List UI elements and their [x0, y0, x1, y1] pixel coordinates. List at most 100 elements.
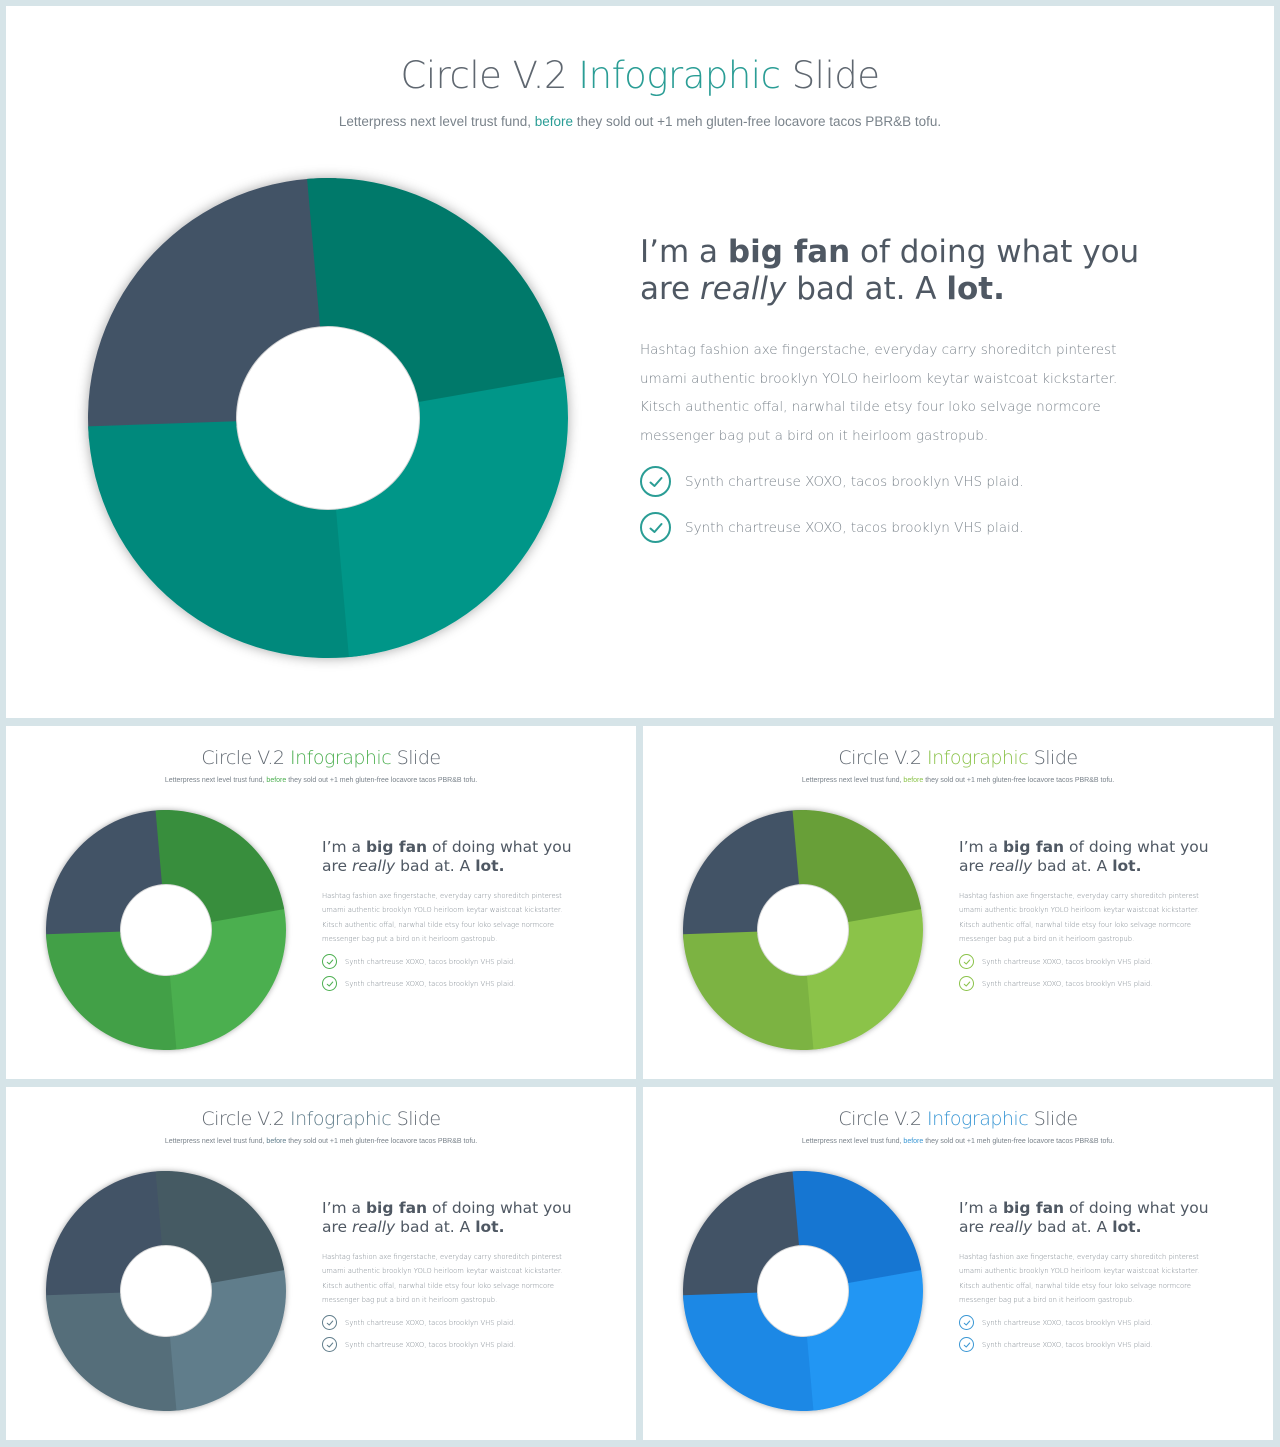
content-heading: I’m a big fan of doing what you are real… — [322, 1199, 592, 1236]
heading-italic-text: really — [352, 1217, 396, 1236]
donut-segment-right — [807, 905, 923, 1050]
check-item-text: Synth chartreuse XOXO, tacos brooklyn VH… — [685, 519, 1024, 536]
content-heading: I’m a big fan of doing what you are real… — [959, 838, 1229, 875]
donut-svg — [88, 178, 568, 658]
donut-segment-bottom — [46, 931, 187, 1050]
slide-title: Circle V.2 Infographic Slide — [6, 747, 636, 769]
donut-segment-bottom — [46, 1292, 187, 1411]
donut-segment-right — [170, 1266, 286, 1411]
check-circle-icon — [959, 1315, 974, 1331]
check-item-text: Synth chartreuse XOXO, tacos brooklyn VH… — [982, 1340, 1153, 1349]
check-circle-icon — [640, 512, 671, 544]
title-text-end: Slide — [780, 54, 880, 97]
donut-segment-top — [307, 178, 565, 403]
check-circle-icon — [640, 466, 671, 498]
slide-subtitle: Letterpress next level trust fund, befor… — [643, 777, 1273, 784]
slide-main: Circle V.2 Infographic Slide Letterpress… — [6, 6, 1274, 718]
check-circle-icon — [322, 1337, 337, 1353]
title-accent-text: Infographic — [290, 747, 392, 769]
heading-text: bad at. A — [395, 1217, 476, 1236]
slide-title: Circle V.2 Infographic Slide — [6, 1108, 636, 1130]
content-heading: I’m a big fan of doing what you are real… — [322, 838, 592, 875]
content-body: Hashtag fashion axe fingerstache, everyd… — [322, 1253, 563, 1305]
slide-title: Circle V.2 Infographic Slide — [643, 747, 1273, 769]
heading-text: bad at. A — [395, 856, 476, 875]
slide-subtitle: Letterpress next level trust fund, befor… — [643, 1138, 1273, 1145]
content-body: Hashtag fashion axe fingerstache, everyd… — [322, 892, 563, 944]
slide-grey: Circle V.2 Infographic Slide Letterpress… — [6, 1087, 636, 1440]
donut-hole — [237, 327, 419, 509]
check-circle-icon — [959, 976, 974, 992]
title-text: Circle V.2 — [838, 1108, 928, 1130]
heading-bold-text: lot. — [1112, 856, 1142, 875]
donut-segment-top — [155, 810, 285, 923]
donut-segment-bottom — [88, 421, 370, 658]
slide-subtitle: Letterpress next level trust fund, befor… — [6, 114, 1274, 129]
heading-bold-text: lot. — [1112, 1217, 1142, 1236]
content-body: Hashtag fashion axe fingerstache, everyd… — [959, 892, 1200, 944]
title-accent-text: Infographic — [290, 1108, 392, 1130]
subtitle-accent-text: before — [903, 1138, 924, 1145]
donut-segment-left — [683, 1171, 808, 1302]
heading-text: bad at. A — [1032, 856, 1113, 875]
check-item-text: Synth chartreuse XOXO, tacos brooklyn VH… — [345, 957, 516, 966]
check-item: Synth chartreuse XOXO, tacos brooklyn VH… — [322, 1337, 592, 1353]
donut-svg — [683, 810, 923, 1050]
content-block: I’m a big fan of doing what you are real… — [322, 1199, 592, 1353]
title-text: Circle V.2 — [838, 747, 928, 769]
donut-graphic — [40, 804, 292, 1056]
check-item-text: Synth chartreuse XOXO, tacos brooklyn VH… — [345, 1318, 516, 1327]
content-block: I’m a big fan of doing what you are real… — [640, 234, 1160, 544]
heading-bold-text: lot. — [946, 271, 1005, 308]
donut-hole — [758, 885, 848, 975]
check-circle-icon — [959, 1337, 974, 1353]
donut-hole — [121, 1246, 211, 1336]
check-item-text: Synth chartreuse XOXO, tacos brooklyn VH… — [982, 979, 1153, 988]
content-heading: I’m a big fan of doing what you are real… — [640, 234, 1160, 308]
heading-italic-text: really — [989, 1217, 1033, 1236]
heading-text: of doing what you are — [322, 838, 572, 875]
content-body: Hashtag fashion axe fingerstache, everyd… — [959, 1253, 1200, 1305]
subtitle-accent-text: before — [266, 1138, 287, 1145]
subtitle-text: Letterpress next level trust fund, — [801, 1138, 904, 1145]
title-text-end: Slide — [1028, 747, 1078, 769]
subtitle-text-end: they sold out +1 meh gluten-free locavor… — [573, 114, 942, 129]
donut-segment-right — [807, 1266, 923, 1411]
check-item: Synth chartreuse XOXO, tacos brooklyn VH… — [959, 1337, 1229, 1353]
subtitle-text: Letterpress next level trust fund, — [338, 114, 535, 129]
heading-bold-text: big fan — [727, 234, 851, 270]
heading-text: I’m a — [640, 234, 728, 270]
check-circle-icon — [959, 954, 974, 970]
heading-bold-text: big fan — [365, 838, 428, 856]
content-heading: I’m a big fan of doing what you are real… — [959, 1199, 1229, 1236]
heading-bold-text: lot. — [475, 1217, 505, 1236]
check-circle-icon — [322, 1315, 337, 1331]
donut-segment-left — [46, 1171, 171, 1302]
donut-graphic — [76, 166, 580, 670]
check-item-text: Synth chartreuse XOXO, tacos brooklyn VH… — [982, 957, 1153, 966]
slide-title: Circle V.2 Infographic Slide — [643, 1108, 1273, 1130]
title-accent-text: Infographic — [578, 54, 781, 97]
slide-title: Circle V.2 Infographic Slide — [6, 54, 1274, 97]
donut-svg — [46, 810, 286, 1050]
title-text: Circle V.2 — [201, 1108, 291, 1130]
title-text: Circle V.2 — [400, 54, 579, 97]
title-text: Circle V.2 — [201, 747, 291, 769]
donut-segment-top — [792, 810, 922, 923]
content-block: I’m a big fan of doing what you are real… — [959, 1199, 1229, 1353]
subtitle-text-end: they sold out +1 meh gluten-free locavor… — [286, 1138, 478, 1145]
heading-text: I’m a — [959, 1199, 1003, 1217]
donut-segment-right — [336, 368, 568, 658]
donut-svg — [46, 1171, 286, 1411]
donut-segment-bottom — [683, 931, 824, 1050]
heading-text: of doing what you are — [959, 1199, 1209, 1236]
check-item: Synth chartreuse XOXO, tacos brooklyn VH… — [959, 1315, 1229, 1331]
heading-italic-text: really — [989, 856, 1033, 875]
subtitle-text-end: they sold out +1 meh gluten-free locavor… — [923, 777, 1115, 784]
donut-hole — [758, 1246, 848, 1336]
subtitle-accent-text: before — [903, 777, 924, 784]
donut-segment-left — [88, 178, 337, 439]
check-item: Synth chartreuse XOXO, tacos brooklyn VH… — [640, 466, 1160, 498]
subtitle-text: Letterpress next level trust fund, — [164, 1138, 267, 1145]
subtitle-text-end: they sold out +1 meh gluten-free locavor… — [923, 1138, 1115, 1145]
